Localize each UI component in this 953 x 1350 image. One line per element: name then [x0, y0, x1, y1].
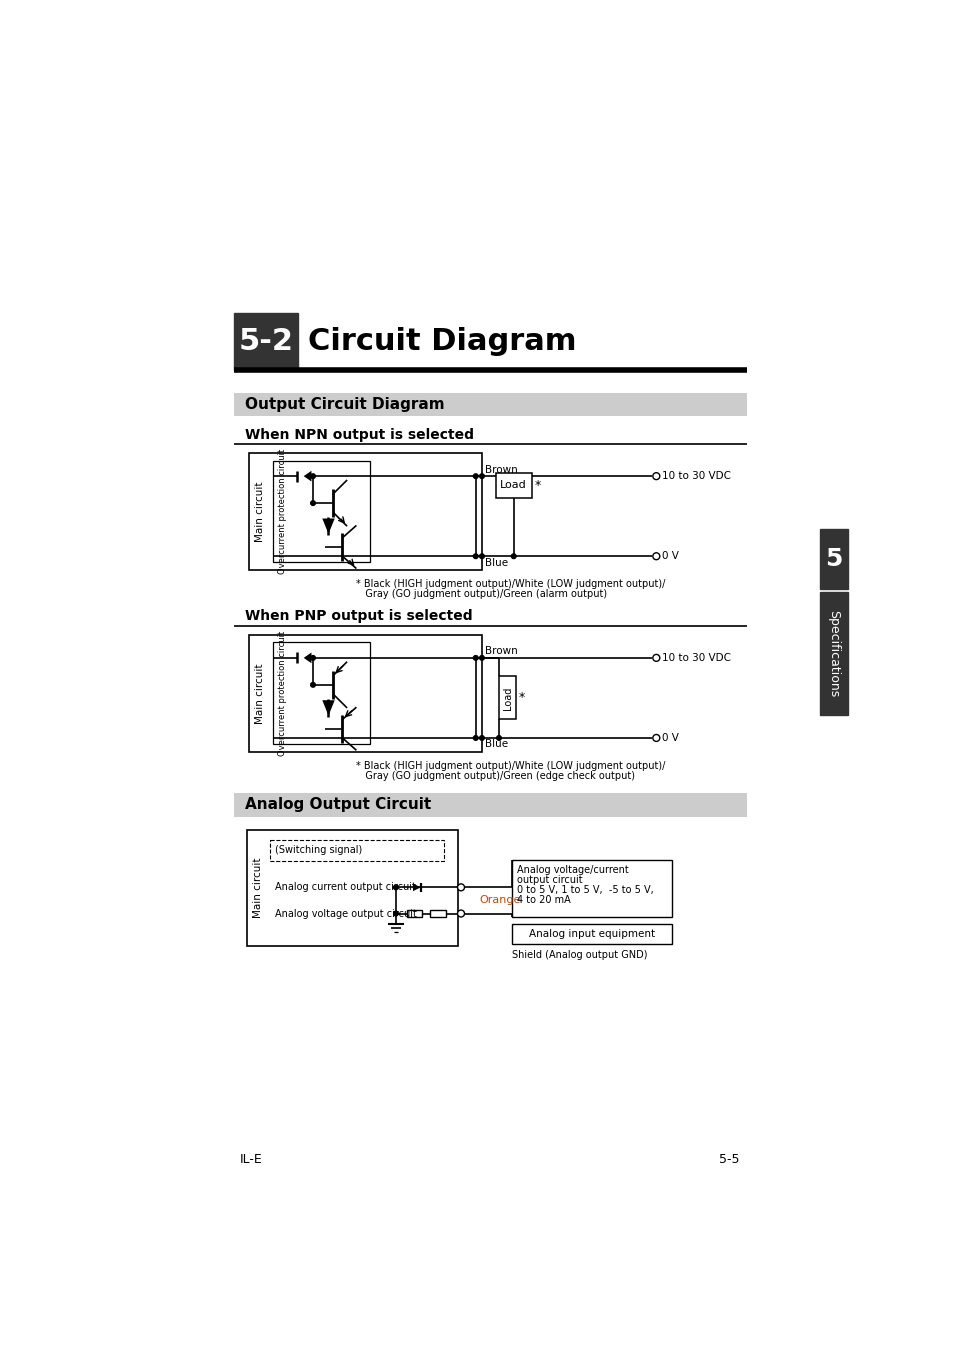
Bar: [273, 460, 369, 563]
Text: Analog input equipment: Analog input equipment: [528, 929, 655, 940]
Text: When PNP output is selected: When PNP output is selected: [245, 609, 472, 624]
Bar: [233, 794, 746, 817]
Bar: [233, 313, 297, 370]
Bar: [819, 528, 847, 589]
Text: output circuit: output circuit: [517, 875, 582, 886]
Text: Main circuit: Main circuit: [255, 482, 265, 541]
Text: Gray (GO judgment output)/Green (edge check output): Gray (GO judgment output)/Green (edge ch…: [355, 771, 634, 782]
Text: Blue: Blue: [484, 558, 508, 568]
Text: * Black (HIGH judgment output)/White (LOW judgment output)/: * Black (HIGH judgment output)/White (LO…: [355, 579, 664, 590]
Text: Specifications: Specifications: [826, 610, 840, 697]
Text: Main circuit: Main circuit: [253, 857, 263, 918]
Bar: [406, 910, 422, 918]
Text: 0 V: 0 V: [661, 551, 678, 562]
Bar: [249, 634, 481, 752]
Circle shape: [652, 552, 659, 560]
Text: Gray (GO judgment output)/Green (alarm output): Gray (GO judgment output)/Green (alarm o…: [355, 590, 606, 599]
Text: 5-2: 5-2: [238, 327, 293, 356]
Circle shape: [479, 554, 484, 559]
Text: 10 to 30 VDC: 10 to 30 VDC: [661, 471, 730, 481]
Circle shape: [497, 736, 500, 740]
Bar: [512, 860, 671, 917]
Circle shape: [479, 656, 484, 660]
Circle shape: [311, 683, 315, 687]
Polygon shape: [303, 652, 311, 663]
Text: Analog voltage/current: Analog voltage/current: [517, 865, 628, 875]
Circle shape: [652, 472, 659, 479]
Text: Overcurrent protection circuit: Overcurrent protection circuit: [278, 630, 287, 756]
Circle shape: [479, 474, 484, 478]
Circle shape: [473, 736, 477, 740]
Text: Main circuit: Main circuit: [255, 663, 265, 724]
Text: Blue: Blue: [484, 740, 508, 749]
Polygon shape: [413, 883, 420, 891]
Text: 0 V: 0 V: [661, 733, 678, 743]
Circle shape: [479, 736, 484, 740]
Text: 5: 5: [824, 547, 841, 571]
Circle shape: [457, 884, 464, 891]
Text: * Black (HIGH judgment output)/White (LOW judgment output)/: * Black (HIGH judgment output)/White (LO…: [355, 761, 664, 771]
Text: 0 to 5 V, 1 to 5 V,  -5 to 5 V,: 0 to 5 V, 1 to 5 V, -5 to 5 V,: [517, 886, 653, 895]
Polygon shape: [303, 471, 311, 482]
Bar: [512, 925, 671, 944]
Polygon shape: [322, 518, 335, 533]
Circle shape: [394, 911, 397, 915]
Text: 10 to 30 VDC: 10 to 30 VDC: [661, 653, 730, 663]
Text: Analog Output Circuit: Analog Output Circuit: [245, 798, 431, 813]
Circle shape: [473, 554, 477, 559]
Text: Analog current output circuit: Analog current output circuit: [274, 883, 416, 892]
Bar: [247, 830, 457, 946]
Circle shape: [311, 656, 315, 660]
Text: IL-E: IL-E: [239, 1153, 262, 1165]
Text: *: *: [534, 479, 540, 491]
Bar: [270, 840, 443, 861]
Bar: [496, 472, 531, 498]
Bar: [273, 643, 369, 744]
Text: When NPN output is selected: When NPN output is selected: [245, 428, 474, 441]
Text: Load: Load: [499, 481, 527, 490]
Text: Load: Load: [502, 686, 512, 710]
Bar: [233, 393, 746, 416]
Text: (Switching signal): (Switching signal): [274, 845, 362, 856]
Text: Orange: Orange: [479, 895, 520, 906]
Text: Analog voltage output circuit: Analog voltage output circuit: [274, 909, 416, 918]
Text: Brown: Brown: [484, 464, 517, 475]
Text: Brown: Brown: [484, 647, 517, 656]
Bar: [249, 454, 481, 570]
Circle shape: [473, 656, 477, 660]
Circle shape: [311, 501, 315, 505]
Polygon shape: [322, 701, 335, 716]
Circle shape: [394, 886, 397, 890]
Text: Circuit Diagram: Circuit Diagram: [308, 327, 577, 356]
Circle shape: [457, 910, 464, 917]
Bar: [430, 910, 445, 918]
Text: Shield (Analog output GND): Shield (Analog output GND): [512, 950, 647, 960]
Bar: [498, 676, 516, 720]
Circle shape: [473, 474, 477, 478]
Circle shape: [652, 655, 659, 662]
Circle shape: [511, 554, 516, 559]
Bar: [819, 591, 847, 716]
Circle shape: [311, 474, 315, 478]
Text: 4 to 20 mA: 4 to 20 mA: [517, 895, 570, 905]
Text: 5-5: 5-5: [718, 1153, 739, 1165]
Circle shape: [652, 734, 659, 741]
Text: Overcurrent protection circuit: Overcurrent protection circuit: [278, 450, 287, 574]
Text: Output Circuit Diagram: Output Circuit Diagram: [245, 397, 444, 412]
Text: *: *: [518, 691, 525, 705]
